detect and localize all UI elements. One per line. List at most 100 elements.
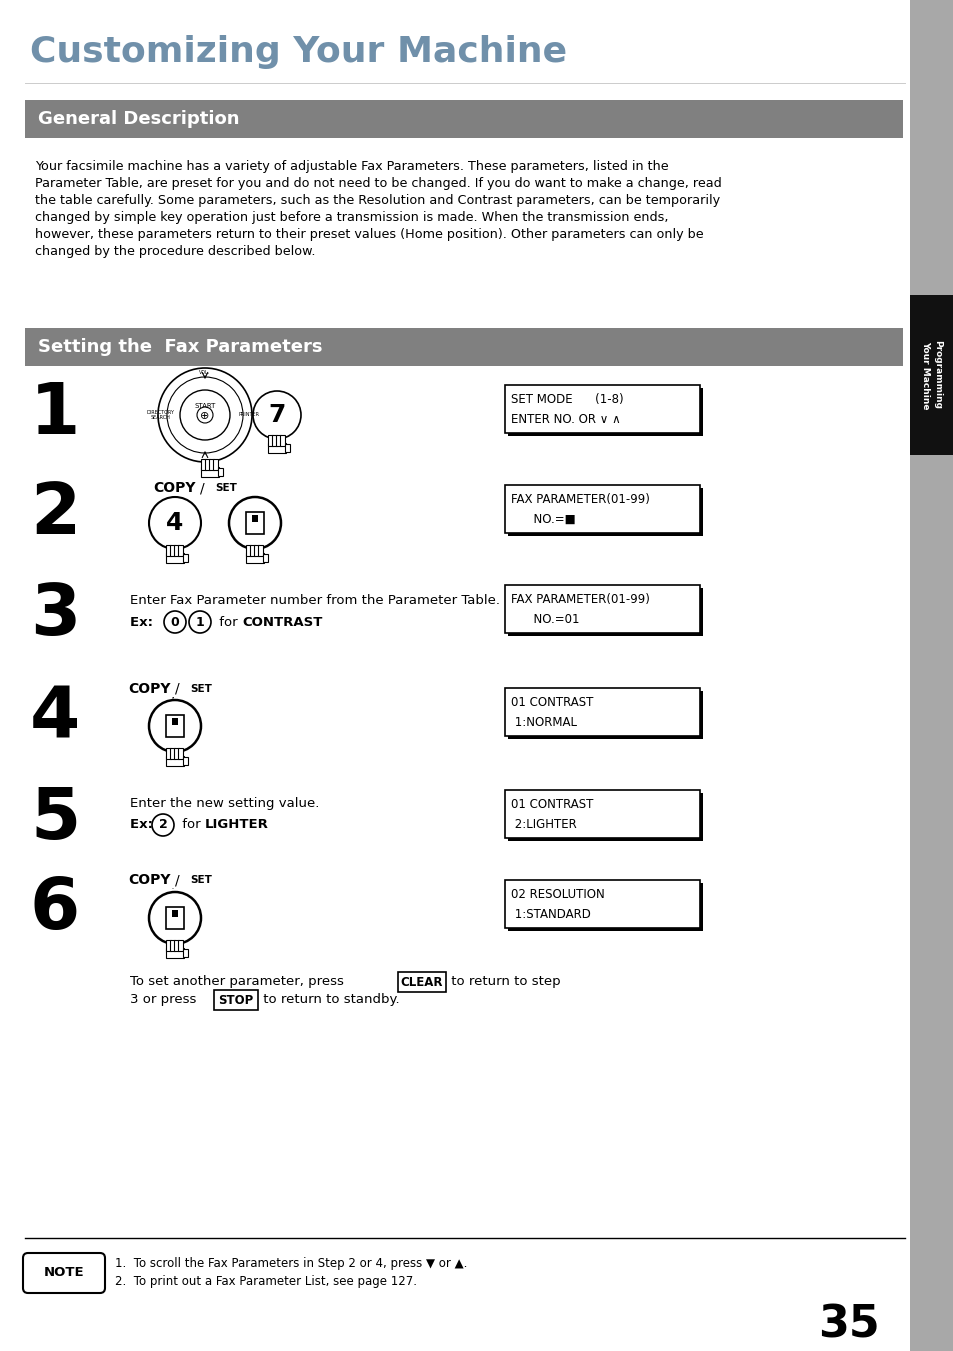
Text: 4: 4 [30,684,80,753]
FancyBboxPatch shape [507,793,702,842]
Text: 35: 35 [818,1304,879,1347]
FancyBboxPatch shape [507,588,702,636]
Text: COPY / SET: COPY / SET [176,481,253,494]
FancyBboxPatch shape [268,435,274,446]
FancyBboxPatch shape [183,757,189,765]
Text: changed by simple key operation just before a transmission is made. When the tra: changed by simple key operation just bef… [35,211,668,224]
Text: DIRECTORY
SEARCH: DIRECTORY SEARCH [147,409,174,420]
Text: 01 CONTRAST: 01 CONTRAST [511,798,593,811]
FancyBboxPatch shape [25,328,902,366]
Text: 1.  To scroll the Fax Parameters in Step 2 or 4, press ▼ or ▲.: 1. To scroll the Fax Parameters in Step … [115,1256,467,1270]
FancyBboxPatch shape [166,757,184,766]
Text: 6: 6 [30,875,80,944]
Circle shape [167,377,243,453]
FancyBboxPatch shape [130,480,280,497]
FancyBboxPatch shape [504,485,700,534]
Text: SET: SET [214,484,236,493]
Text: Ex:: Ex: [130,819,157,831]
FancyBboxPatch shape [23,1252,105,1293]
Text: COPY / SET: COPY / SET [130,877,207,889]
FancyBboxPatch shape [504,688,700,736]
Text: 5: 5 [30,785,80,854]
FancyBboxPatch shape [268,443,286,453]
Circle shape [189,611,211,634]
FancyBboxPatch shape [246,544,252,555]
FancyBboxPatch shape [171,939,175,951]
Text: LIGHTER: LIGHTER [205,819,269,831]
FancyBboxPatch shape [201,458,206,470]
Text: 1: 1 [30,381,80,450]
FancyBboxPatch shape [166,907,184,929]
Text: /: / [199,481,204,494]
FancyBboxPatch shape [178,544,183,555]
FancyBboxPatch shape [507,690,702,739]
Text: /: / [163,685,167,697]
Text: Your facsimile machine has a variety of adjustable Fax Parameters. These paramet: Your facsimile machine has a variety of … [35,159,668,173]
Circle shape [149,497,201,549]
FancyBboxPatch shape [276,435,281,446]
Text: STOP: STOP [218,993,253,1006]
FancyBboxPatch shape [507,388,702,436]
FancyBboxPatch shape [115,870,265,888]
Text: SET: SET [190,875,212,885]
Circle shape [158,367,252,462]
Text: General Description: General Description [38,109,239,128]
Text: to return to step: to return to step [447,975,560,989]
FancyBboxPatch shape [167,939,172,951]
Circle shape [149,700,201,753]
Text: Programming
Your Machine: Programming Your Machine [921,340,942,409]
Text: to return to standby.: to return to standby. [258,993,399,1006]
FancyBboxPatch shape [178,939,183,951]
FancyBboxPatch shape [213,990,257,1011]
FancyBboxPatch shape [115,680,265,697]
FancyBboxPatch shape [172,719,178,724]
FancyBboxPatch shape [167,747,172,758]
FancyBboxPatch shape [254,544,259,555]
FancyBboxPatch shape [258,544,263,555]
FancyBboxPatch shape [166,715,184,738]
Text: START: START [194,403,215,409]
FancyBboxPatch shape [909,295,953,455]
Text: COPY / SET: COPY / SET [130,686,207,700]
Text: /: / [174,682,179,696]
FancyBboxPatch shape [504,880,700,928]
FancyBboxPatch shape [507,884,702,931]
Text: /: / [213,481,217,493]
Text: 1: 1 [195,616,204,628]
Text: SET: SET [190,684,212,694]
FancyBboxPatch shape [174,544,179,555]
Circle shape [253,390,301,439]
Text: however, these parameters return to their preset values (Home position). Other p: however, these parameters return to thei… [35,228,703,240]
FancyBboxPatch shape [507,488,702,536]
Text: 3 or press: 3 or press [130,993,200,1006]
FancyBboxPatch shape [397,971,446,992]
FancyBboxPatch shape [246,553,264,563]
Text: VOL.: VOL. [199,370,211,374]
Circle shape [149,892,201,944]
FancyBboxPatch shape [285,443,291,451]
FancyBboxPatch shape [218,467,223,476]
Text: NOTE: NOTE [44,1266,84,1279]
FancyBboxPatch shape [273,435,277,446]
Text: changed by the procedure described below.: changed by the procedure described below… [35,245,315,258]
Text: FAX PARAMETER(01-99): FAX PARAMETER(01-99) [511,593,649,605]
FancyBboxPatch shape [174,939,179,951]
FancyBboxPatch shape [504,585,700,634]
Text: COPY: COPY [153,481,196,494]
FancyBboxPatch shape [167,544,172,555]
Text: Customizing Your Machine: Customizing Your Machine [30,35,566,69]
Text: 1:STANDARD: 1:STANDARD [511,908,590,921]
Text: the table carefully. Some parameters, such as the Resolution and Contrast parame: the table carefully. Some parameters, su… [35,195,720,207]
Text: SET: SET [223,482,241,492]
Text: 3: 3 [30,581,80,650]
Text: for: for [214,616,242,628]
Circle shape [229,497,281,549]
FancyBboxPatch shape [504,790,700,838]
Text: To set another parameter, press: To set another parameter, press [130,975,348,989]
FancyBboxPatch shape [263,554,268,562]
FancyBboxPatch shape [909,0,953,1351]
Text: SET: SET [174,686,193,696]
Text: 4: 4 [166,511,184,535]
Text: /: / [163,875,167,889]
Text: 2: 2 [158,819,167,831]
